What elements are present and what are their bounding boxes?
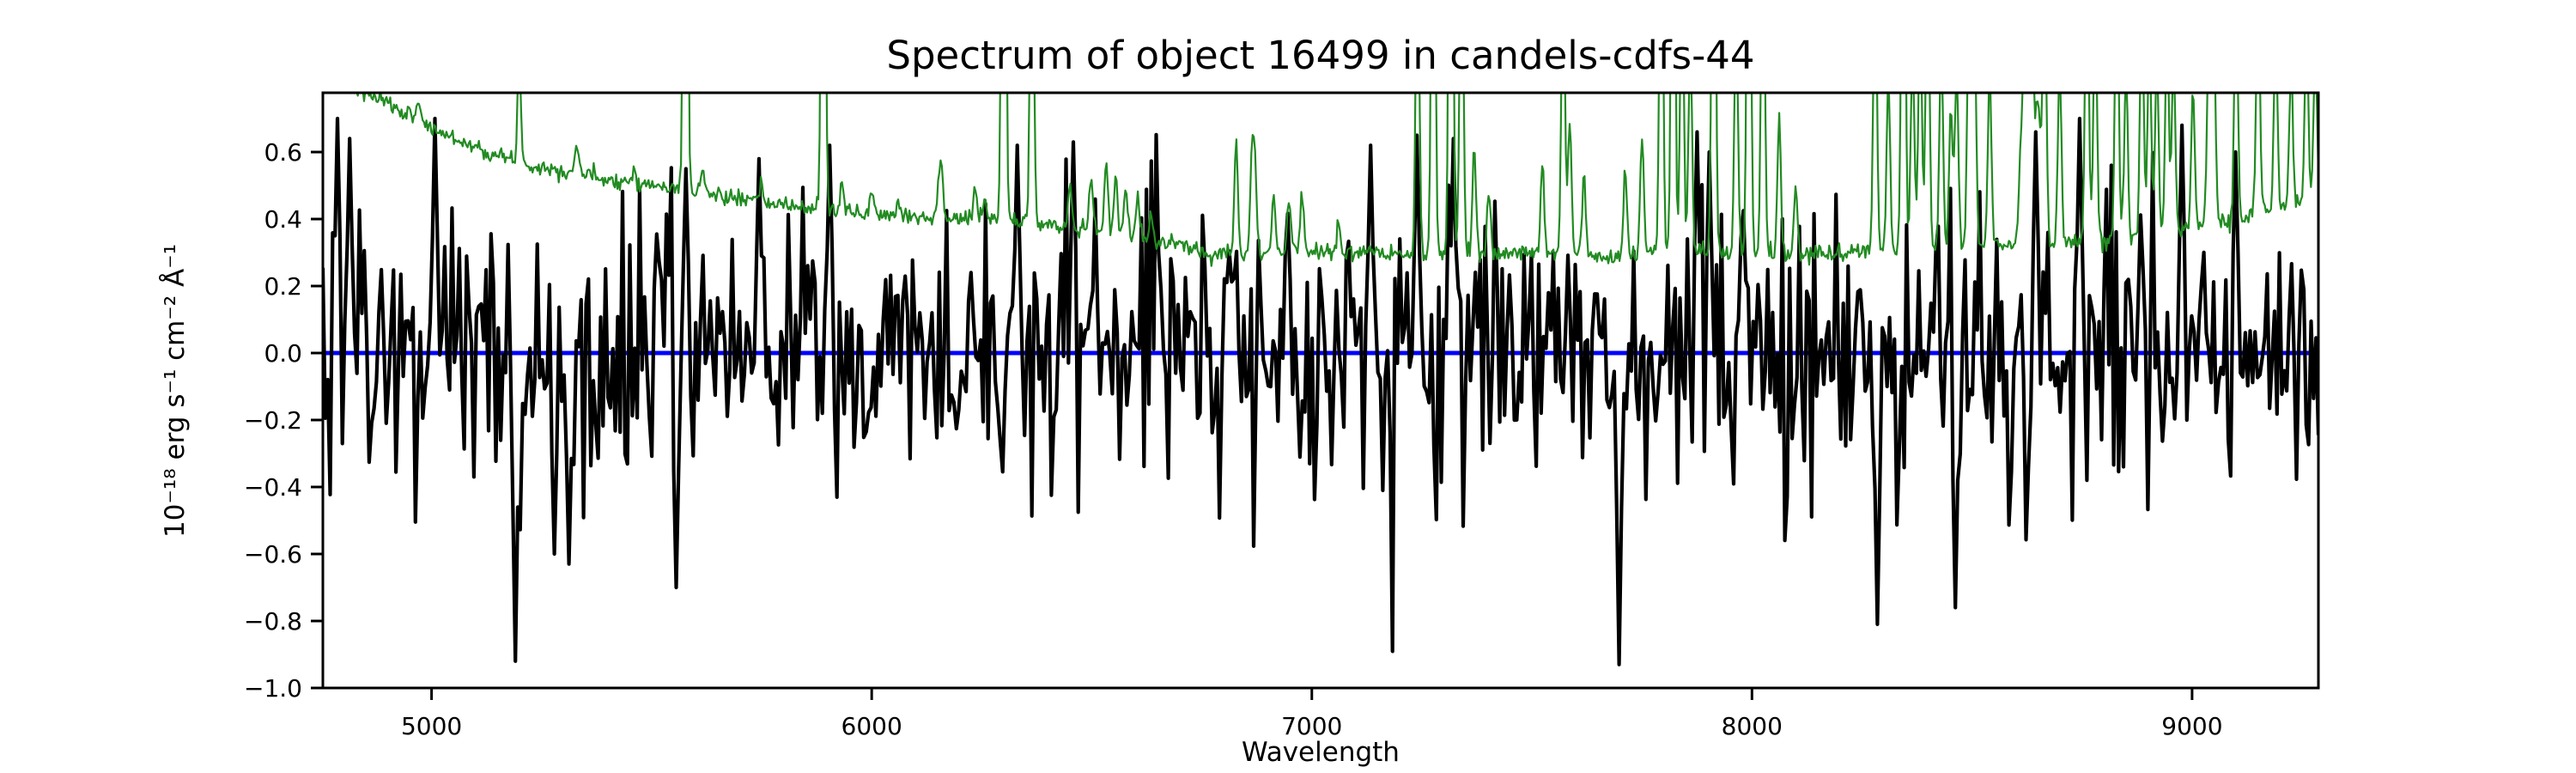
- x-axis-label: Wavelength: [1242, 737, 1400, 768]
- y-axis-label: 10⁻¹⁸ erg s⁻¹ cm⁻² Å⁻¹: [160, 244, 191, 538]
- figure-title: Spectrum of object 16499 in candels-cdfs…: [886, 33, 1754, 78]
- y-tick-label: 0.4: [264, 205, 302, 234]
- flux-spectrum-line: [323, 116, 2318, 666]
- x-tick-label: 9000: [2161, 712, 2222, 740]
- x-tick-label: 8000: [1722, 712, 1783, 740]
- error-spectrum-line: [349, 93, 2318, 267]
- y-tick-label: 0.6: [264, 138, 302, 167]
- x-tick-label: 7000: [1281, 712, 1342, 740]
- y-tick-label: −0.4: [244, 473, 302, 502]
- axis-ticks: 5000 6000 7000 8000 9000 0.6 0.4 0.2 0.0 −0.2 −0.4…: [244, 138, 2223, 740]
- x-tick-label: 5000: [401, 712, 462, 740]
- x-tick-label: 6000: [841, 712, 902, 740]
- y-tick-label: 0.0: [264, 339, 302, 368]
- y-tick-label: −0.8: [244, 607, 302, 636]
- y-tick-label: −0.2: [244, 406, 302, 435]
- y-tick-label: 0.2: [264, 272, 302, 301]
- y-tick-label: −1.0: [244, 674, 302, 703]
- y-tick-label: −0.6: [244, 540, 302, 569]
- plot-area: [323, 93, 2318, 666]
- plot-frame: [321, 91, 2320, 690]
